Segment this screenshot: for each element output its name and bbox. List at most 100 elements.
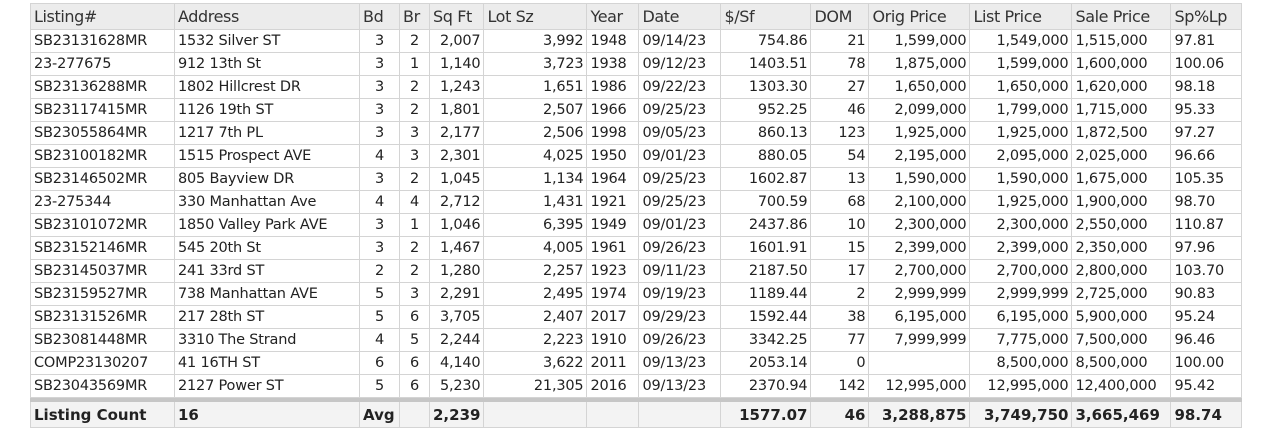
cell-sq-ft: 5,230 xyxy=(428,374,485,398)
cell-dom: 0 xyxy=(810,351,870,375)
cell-sq-ft: 4,140 xyxy=(428,351,485,375)
table-row: SB23152146MR 545 20th St 3 2 1,467 4,005 1961 0… xyxy=(30,236,1243,260)
cell-sp-lp: 95.24 xyxy=(1170,305,1243,329)
cell-dom: 77 xyxy=(810,328,870,352)
summary-listing: Listing Count xyxy=(30,401,175,428)
cell-listing: 23-275344 xyxy=(30,190,175,214)
cell-orig-price: 12,995,000 xyxy=(868,374,971,398)
cell-year: 1998 xyxy=(586,121,640,145)
cell-lot-sz: 1,431 xyxy=(483,190,588,214)
cell-lot-sz: 2,507 xyxy=(483,98,588,122)
cell-dom: 10 xyxy=(810,213,870,237)
summary-bd: Avg xyxy=(359,401,400,428)
cell-address: 1126 19th ST xyxy=(174,98,360,122)
cell-date: 09/14/23 xyxy=(638,29,722,53)
cell-listing: SB23159527MR xyxy=(30,282,175,306)
cell-date: 09/26/23 xyxy=(638,328,722,352)
cell-br: 5 xyxy=(399,328,430,352)
cell-orig-price: 1,925,000 xyxy=(868,121,971,145)
cell-list-price: 1,590,000 xyxy=(969,167,1073,191)
column-header-orig-price: Orig Price xyxy=(868,3,971,30)
cell-orig-price: 1,650,000 xyxy=(868,75,971,99)
cell-date: 09/13/23 xyxy=(638,374,722,398)
cell-listing: SB23101072MR xyxy=(30,213,175,237)
cell-bd: 3 xyxy=(359,167,400,191)
cell-dom: 38 xyxy=(810,305,870,329)
summary-lot-sz xyxy=(483,401,588,428)
cell-sale-price: 2,550,000 xyxy=(1071,213,1172,237)
cell-list-price: 2,095,000 xyxy=(969,144,1073,168)
cell-bd: 3 xyxy=(359,213,400,237)
cell-sp-lp: 95.42 xyxy=(1170,374,1243,398)
cell-sale-price: 1,620,000 xyxy=(1071,75,1172,99)
cell-listing: SB23152146MR xyxy=(30,236,175,260)
cell-listing: SB23100182MR xyxy=(30,144,175,168)
cell-date: 09/01/23 xyxy=(638,144,722,168)
cell-address: 41 16TH ST xyxy=(174,351,360,375)
cell-listing: SB23136288MR xyxy=(30,75,175,99)
table-row: SB23101072MR 1850 Valley Park AVE 3 1 1,046 6… xyxy=(30,213,1243,237)
summary-dom: 46 xyxy=(810,401,870,428)
cell-date: 09/25/23 xyxy=(638,190,722,214)
cell-dom: 21 xyxy=(810,29,870,53)
cell-listing: SB23131526MR xyxy=(30,305,175,329)
cell-bd: 4 xyxy=(359,190,400,214)
column-header-year: Year xyxy=(586,3,640,30)
cell-br: 2 xyxy=(399,98,430,122)
cell-lot-sz: 2,506 xyxy=(483,121,588,145)
cell-year: 1921 xyxy=(586,190,640,214)
cell-year: 1910 xyxy=(586,328,640,352)
cell-br: 2 xyxy=(399,167,430,191)
cell-year: 1923 xyxy=(586,259,640,283)
cell-date: 09/11/23 xyxy=(638,259,722,283)
cell-sq-ft: 2,007 xyxy=(428,29,485,53)
cell-bd: 5 xyxy=(359,282,400,306)
listings-table: Listing# Address Bd Br Sq Ft Lot Sz Year Date $/… xyxy=(29,3,1243,428)
cell-sale-price: 12,400,000 xyxy=(1071,374,1172,398)
column-header-sp-lp: Sp%Lp xyxy=(1170,3,1243,30)
cell-sale-price: 1,715,000 xyxy=(1071,98,1172,122)
cell-list-price: 2,399,000 xyxy=(969,236,1073,260)
cell-orig-price: 2,100,000 xyxy=(868,190,971,214)
cell-br: 2 xyxy=(399,259,430,283)
cell-sp-lp: 96.66 xyxy=(1170,144,1243,168)
cell-br: 6 xyxy=(399,374,430,398)
cell-sp-lp: 98.18 xyxy=(1170,75,1243,99)
cell-dom: 13 xyxy=(810,167,870,191)
cell-sf: 1189.44 xyxy=(720,282,812,306)
cell-year: 1961 xyxy=(586,236,640,260)
cell-bd: 3 xyxy=(359,29,400,53)
column-header-sf: $/Sf xyxy=(720,3,812,30)
cell-orig-price xyxy=(868,351,971,375)
cell-sf: 1602.87 xyxy=(720,167,812,191)
table-row: SB23136288MR 1802 Hillcrest DR 3 2 1,243 1,65… xyxy=(30,75,1243,99)
cell-orig-price: 2,195,000 xyxy=(868,144,971,168)
cell-sq-ft: 1,280 xyxy=(428,259,485,283)
cell-list-price: 1,799,000 xyxy=(969,98,1073,122)
cell-sf: 860.13 xyxy=(720,121,812,145)
cell-bd: 5 xyxy=(359,305,400,329)
cell-address: 241 33rd ST xyxy=(174,259,360,283)
cell-lot-sz: 3,723 xyxy=(483,52,588,76)
cell-address: 330 Manhattan Ave xyxy=(174,190,360,214)
summary-row: Listing Count 16 Avg 2,239 1577.07 46 3,288,87… xyxy=(30,401,1243,428)
cell-orig-price: 6,195,000 xyxy=(868,305,971,329)
cell-sale-price: 1,600,000 xyxy=(1071,52,1172,76)
cell-listing: SB23055864MR xyxy=(30,121,175,145)
cell-sq-ft: 1,046 xyxy=(428,213,485,237)
cell-lot-sz: 2,495 xyxy=(483,282,588,306)
cell-sf: 1303.30 xyxy=(720,75,812,99)
summary-br xyxy=(399,401,430,428)
cell-br: 6 xyxy=(399,351,430,375)
cell-bd: 6 xyxy=(359,351,400,375)
table-row: SB23146502MR 805 Bayview DR 3 2 1,045 1,134 19… xyxy=(30,167,1243,191)
cell-list-price: 1,925,000 xyxy=(969,121,1073,145)
cell-date: 09/25/23 xyxy=(638,167,722,191)
column-header-sq-ft: Sq Ft xyxy=(428,3,485,30)
summary-sale-price: 3,665,469 xyxy=(1071,401,1172,428)
cell-sf: 3342.25 xyxy=(720,328,812,352)
cell-year: 1948 xyxy=(586,29,640,53)
cell-sf: 2053.14 xyxy=(720,351,812,375)
cell-sale-price: 1,900,000 xyxy=(1071,190,1172,214)
cell-br: 4 xyxy=(399,190,430,214)
